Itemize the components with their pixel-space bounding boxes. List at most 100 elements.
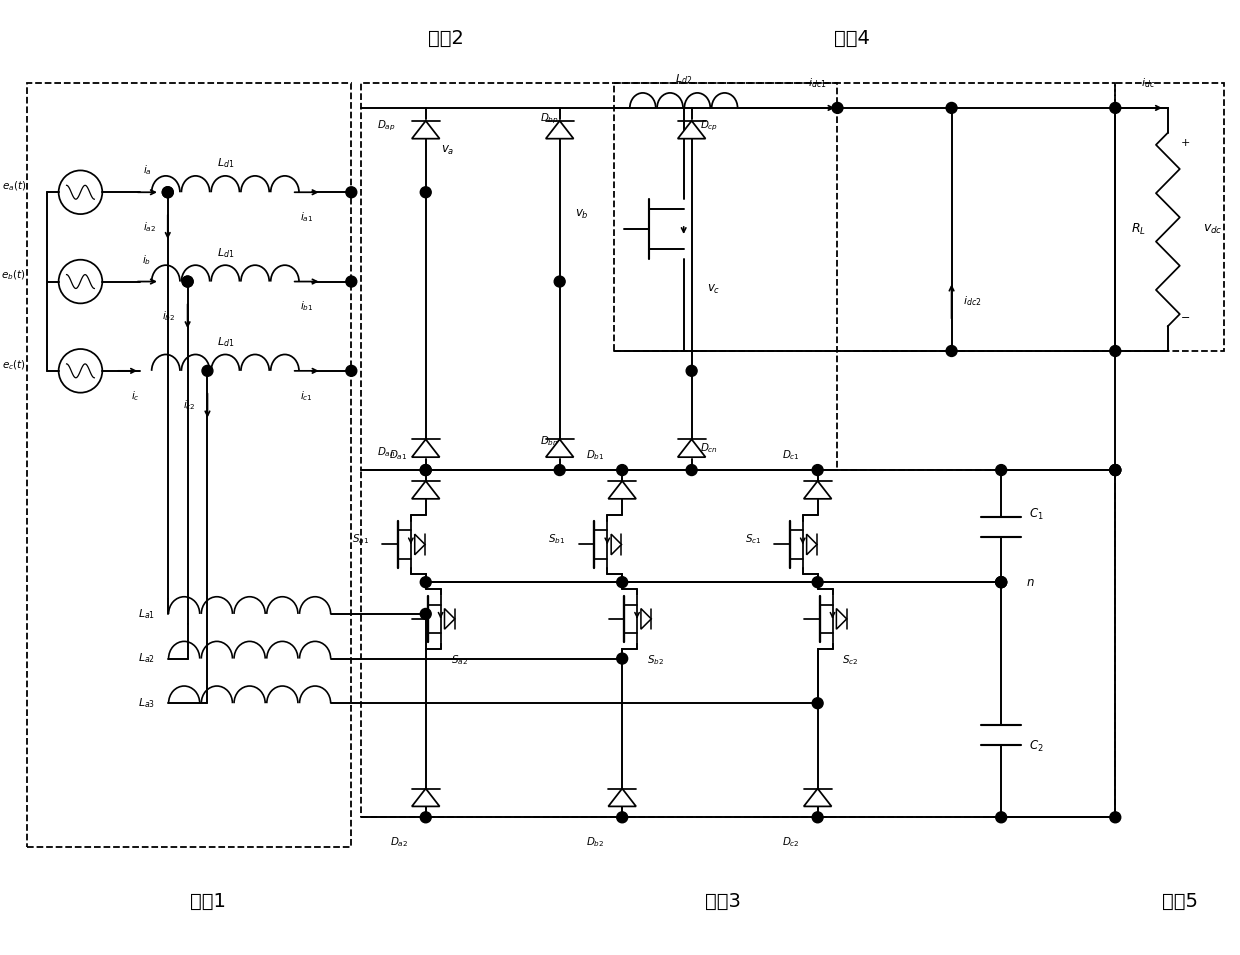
Text: $i_b$: $i_b$	[143, 253, 151, 266]
Polygon shape	[412, 789, 440, 806]
Text: 模块2: 模块2	[428, 29, 464, 48]
Circle shape	[346, 366, 357, 376]
Text: $e_c(t)$: $e_c(t)$	[2, 358, 26, 371]
Text: $S_{b1}$: $S_{b1}$	[548, 533, 565, 546]
Circle shape	[346, 187, 357, 198]
Circle shape	[202, 366, 213, 376]
Circle shape	[832, 102, 843, 114]
Circle shape	[996, 577, 1007, 587]
Circle shape	[554, 464, 565, 476]
Circle shape	[616, 653, 627, 664]
Circle shape	[162, 187, 174, 198]
Text: $i_{dc}$: $i_{dc}$	[1141, 76, 1156, 90]
Text: $i_{b1}$: $i_{b1}$	[300, 300, 314, 313]
Circle shape	[686, 366, 697, 376]
Text: $C_1$: $C_1$	[1029, 507, 1044, 522]
Circle shape	[812, 464, 823, 476]
Circle shape	[420, 187, 432, 198]
Text: $i_{dc1}$: $i_{dc1}$	[808, 76, 827, 90]
Text: $D_{c1}$: $D_{c1}$	[781, 448, 800, 462]
Text: $R_L$: $R_L$	[1131, 222, 1146, 237]
Polygon shape	[678, 121, 706, 138]
Text: $+$: $+$	[1179, 138, 1190, 148]
Circle shape	[1110, 346, 1121, 356]
Text: $v_a$: $v_a$	[440, 143, 454, 157]
Circle shape	[812, 812, 823, 823]
Polygon shape	[678, 439, 706, 457]
Text: $v_{dc}$: $v_{dc}$	[1203, 223, 1223, 236]
Polygon shape	[641, 608, 651, 629]
Text: $S_{a1}$: $S_{a1}$	[352, 533, 370, 546]
Circle shape	[1110, 464, 1121, 476]
Text: $L_{d1}$: $L_{d1}$	[217, 157, 234, 170]
Polygon shape	[412, 439, 440, 457]
Circle shape	[1110, 464, 1121, 476]
Text: $n$: $n$	[1025, 576, 1034, 588]
Text: $i_{b2}$: $i_{b2}$	[162, 309, 176, 323]
Circle shape	[182, 276, 193, 287]
Text: $S_{b2}$: $S_{b2}$	[647, 653, 665, 668]
Text: $v_c$: $v_c$	[707, 283, 720, 295]
Polygon shape	[609, 789, 636, 806]
Text: $D_{b2}$: $D_{b2}$	[585, 836, 604, 849]
Bar	[614, 83, 1115, 351]
Text: $L_{a1}$: $L_{a1}$	[138, 607, 155, 621]
Circle shape	[1110, 812, 1121, 823]
Circle shape	[182, 276, 193, 287]
Text: $v_b$: $v_b$	[574, 208, 588, 222]
Circle shape	[420, 464, 432, 476]
Text: $S_{a2}$: $S_{a2}$	[450, 653, 467, 668]
Text: $D_{an}$: $D_{an}$	[377, 445, 396, 459]
Text: $C_2$: $C_2$	[1029, 739, 1044, 754]
Circle shape	[996, 464, 1007, 476]
Circle shape	[1110, 102, 1121, 114]
Circle shape	[554, 276, 565, 287]
Text: $L_{d1}$: $L_{d1}$	[217, 246, 234, 260]
Text: 模块5: 模块5	[1162, 892, 1198, 911]
Bar	[361, 470, 1115, 817]
Bar	[361, 83, 837, 470]
Circle shape	[162, 187, 174, 198]
Circle shape	[812, 577, 823, 587]
Text: $D_{ap}$: $D_{ap}$	[377, 118, 396, 133]
Text: $-$: $-$	[1179, 311, 1190, 321]
Polygon shape	[804, 481, 832, 499]
Text: $i_c$: $i_c$	[130, 389, 139, 402]
Circle shape	[946, 346, 957, 356]
Text: $S_{c2}$: $S_{c2}$	[842, 653, 859, 668]
Text: $D_{a2}$: $D_{a2}$	[389, 836, 408, 849]
Polygon shape	[807, 534, 817, 555]
Circle shape	[616, 464, 627, 476]
Text: $i_{a2}$: $i_{a2}$	[143, 220, 156, 234]
Text: $e_b(t)$: $e_b(t)$	[1, 268, 26, 283]
Circle shape	[996, 812, 1007, 823]
Text: $i_{c1}$: $i_{c1}$	[300, 389, 314, 402]
Text: $D_{bn}$: $D_{bn}$	[541, 435, 559, 448]
Polygon shape	[609, 481, 636, 499]
Text: 模块3: 模块3	[706, 892, 742, 911]
Text: $D_{c2}$: $D_{c2}$	[782, 836, 800, 849]
Polygon shape	[546, 439, 574, 457]
Circle shape	[616, 577, 627, 587]
Text: $D_{a1}$: $D_{a1}$	[389, 448, 408, 462]
Polygon shape	[804, 789, 832, 806]
Text: $i_{a1}$: $i_{a1}$	[300, 210, 314, 223]
Text: $e_a(t)$: $e_a(t)$	[1, 180, 26, 193]
Text: $L_{d2}$: $L_{d2}$	[675, 73, 692, 86]
Polygon shape	[412, 121, 440, 138]
Bar	[1115, 83, 1224, 351]
Circle shape	[1110, 464, 1121, 476]
Polygon shape	[611, 534, 621, 555]
Text: $i_a$: $i_a$	[143, 163, 151, 178]
Circle shape	[996, 577, 1007, 587]
Text: $i_{c2}$: $i_{c2}$	[182, 398, 196, 413]
Text: $D_{b1}$: $D_{b1}$	[585, 448, 604, 462]
Text: $L_{d1}$: $L_{d1}$	[217, 335, 234, 349]
Circle shape	[346, 276, 357, 287]
Text: $L_{a2}$: $L_{a2}$	[138, 651, 155, 666]
Circle shape	[420, 577, 432, 587]
Text: $S_{c1}$: $S_{c1}$	[744, 533, 761, 546]
Bar	[27, 83, 351, 847]
Text: $D_{cp}$: $D_{cp}$	[699, 118, 718, 133]
Text: 模块4: 模块4	[835, 29, 870, 48]
